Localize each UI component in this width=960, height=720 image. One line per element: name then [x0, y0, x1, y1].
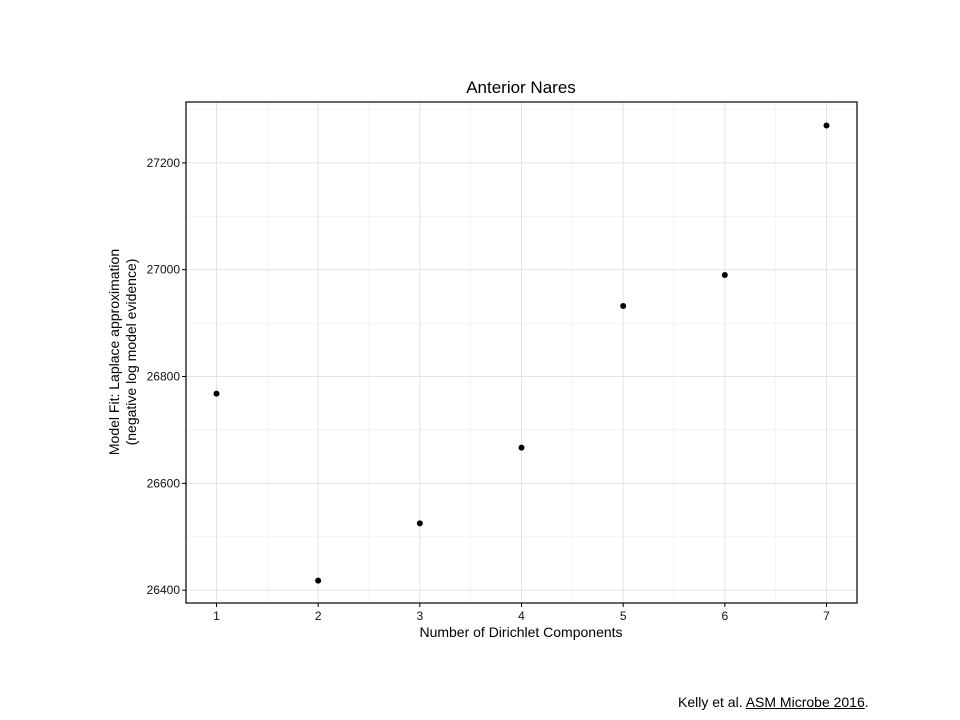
- x-tick-label: 3: [416, 609, 423, 623]
- x-tick-label: 2: [315, 609, 322, 623]
- y-tick-label: 27000: [147, 263, 181, 277]
- grid-lines: [186, 102, 857, 603]
- x-tick-label: 5: [620, 609, 627, 623]
- data-point: [213, 390, 220, 397]
- x-axis-title: Number of Dirichlet Components: [419, 624, 622, 640]
- y-axis-title-line-2: (negative log model evidence): [123, 259, 139, 446]
- data-point: [620, 303, 627, 310]
- y-tick-label: 26600: [147, 476, 181, 490]
- citation-suffix: .: [864, 694, 869, 710]
- data-point: [315, 577, 322, 584]
- x-tick-label: 7: [823, 609, 830, 623]
- citation-prefix: Kelly et al.: [678, 694, 746, 710]
- y-axis-title-line-1: Model Fit: Laplace approximation: [106, 249, 122, 455]
- chart-title: Anterior Nares: [466, 78, 576, 97]
- data-points: [213, 122, 830, 584]
- x-tick-label: 6: [721, 609, 728, 623]
- citation: Kelly et al. ASM Microbe 2016.: [678, 694, 869, 710]
- data-point: [721, 272, 728, 279]
- data-point: [518, 444, 525, 451]
- y-tick-label: 26800: [147, 370, 181, 384]
- y-tick-label: 26400: [147, 583, 181, 597]
- x-tick-label: 4: [518, 609, 525, 623]
- x-tick-label: 1: [213, 609, 220, 623]
- data-point: [823, 122, 830, 129]
- citation-link[interactable]: ASM Microbe 2016: [745, 694, 865, 710]
- y-tick-label: 27200: [147, 156, 181, 170]
- data-point: [416, 520, 423, 527]
- axes: 1 2 3 4 5 6 7 26400 26600 26800 27000 27200: [147, 156, 831, 623]
